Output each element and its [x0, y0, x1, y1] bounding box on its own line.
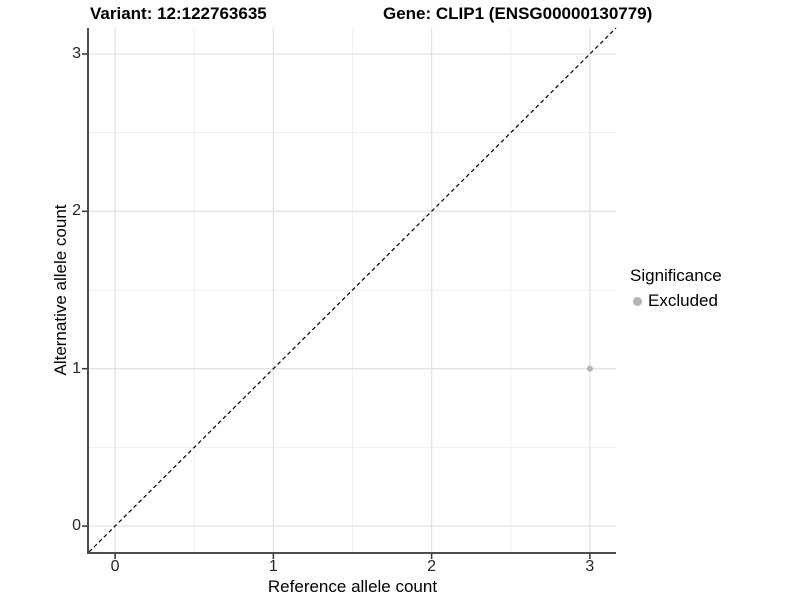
y-tick-label: 1: [72, 359, 81, 377]
y-tick-label: 0: [72, 517, 81, 535]
identity-line: [88, 27, 617, 553]
legend-item-excluded: Excluded: [630, 291, 722, 311]
plot-panel: [82, 27, 617, 559]
x-tick-label: 2: [427, 558, 437, 575]
legend-title: Significance: [630, 266, 722, 285]
y-tick-label: 3: [72, 44, 81, 62]
y-tick-label: 2: [72, 202, 81, 220]
y-axis-title: Alternative allele count: [51, 204, 70, 376]
plot-title-variant: Variant: 12:122763635: [90, 4, 267, 23]
legend-item-label: Excluded: [648, 291, 718, 310]
x-axis-title: Reference allele count: [267, 577, 438, 596]
x-tick-label: 3: [585, 558, 595, 575]
data-point: [586, 365, 593, 372]
legend: Significance Excluded: [630, 266, 722, 311]
x-tick-label: 0: [110, 558, 120, 575]
x-tick-label: 1: [268, 558, 278, 575]
scatter-plot-canvas: [82, 27, 617, 559]
plot-title-gene: Gene: CLIP1 (ENSG00000130779): [383, 4, 653, 23]
excluded-point-icon: [633, 296, 642, 306]
